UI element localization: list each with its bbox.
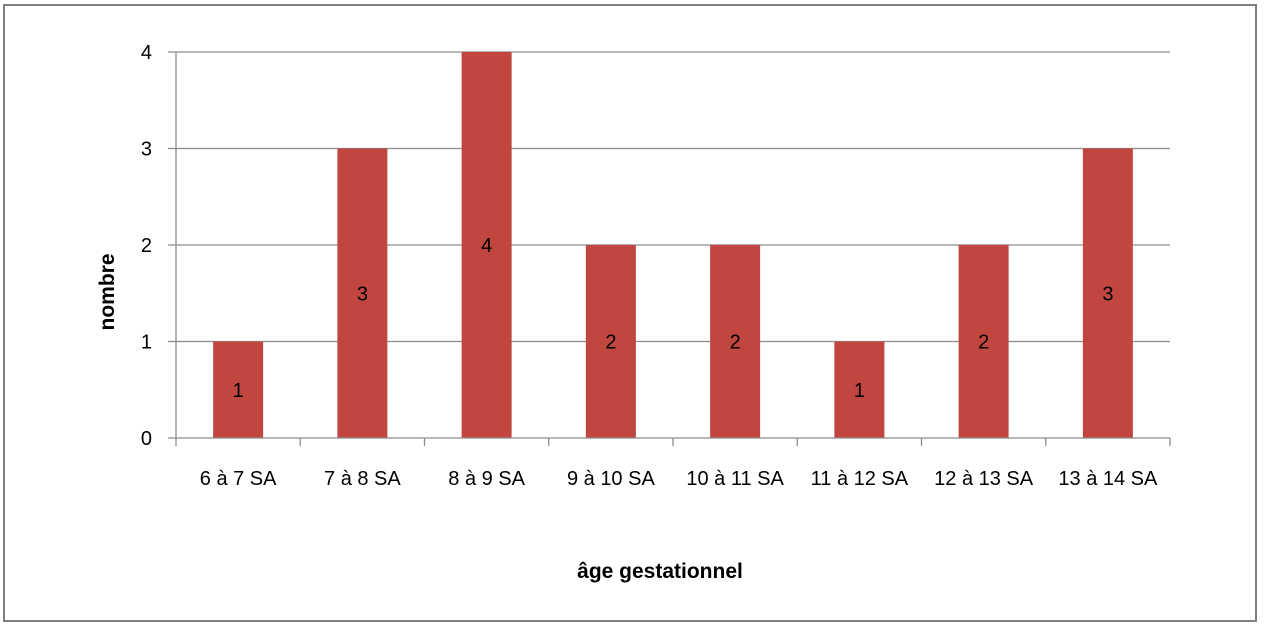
gridlines bbox=[168, 51, 1170, 343]
bar bbox=[710, 245, 761, 438]
bar bbox=[958, 245, 1009, 438]
bar bbox=[337, 148, 388, 438]
bar-data-label: 2 bbox=[978, 332, 989, 354]
axes bbox=[168, 52, 1171, 446]
y-tick-label: 3 bbox=[141, 139, 152, 161]
bar bbox=[1082, 148, 1133, 438]
data-labels: 1 3 4 2 2 1 2 3 bbox=[233, 235, 1114, 402]
bar-data-label: 1 bbox=[854, 380, 865, 402]
bar bbox=[213, 341, 264, 438]
y-tick-label: 1 bbox=[141, 332, 152, 354]
x-category-label: 13 à 14 SA bbox=[1058, 468, 1158, 490]
y-axis-title: nombre bbox=[96, 253, 119, 330]
bar bbox=[461, 52, 512, 438]
x-category-label: 10 à 11 SA bbox=[686, 468, 784, 490]
tick-labels: 0 1 2 3 4 6 à 7 SA 7 à 8 SA 8 à 9 SA 9 à 10 SA 10… bbox=[141, 42, 1158, 490]
x-category-label: 9 à 10 SA bbox=[567, 468, 656, 490]
y-tick-label: 0 bbox=[141, 428, 152, 450]
x-category-label: 8 à 9 SA bbox=[448, 468, 525, 490]
x-category-label: 6 à 7 SA bbox=[200, 468, 277, 490]
bar-data-label: 3 bbox=[357, 283, 368, 305]
bars bbox=[213, 52, 1133, 438]
bar bbox=[585, 245, 636, 438]
y-tick-label: 4 bbox=[141, 42, 152, 64]
x-category-label: 7 à 8 SA bbox=[324, 468, 401, 490]
bar-data-label: 3 bbox=[1102, 283, 1113, 305]
x-category-label: 11 à 12 SA bbox=[811, 468, 909, 490]
x-category-label: 12 à 13 SA bbox=[934, 468, 1034, 490]
bar-data-label: 2 bbox=[605, 332, 616, 354]
bar-data-label: 1 bbox=[233, 380, 244, 402]
y-tick-label: 2 bbox=[141, 235, 152, 257]
bar bbox=[834, 341, 885, 438]
bar-data-label: 2 bbox=[730, 332, 741, 354]
bar-data-label: 4 bbox=[481, 235, 492, 257]
x-axis-title: âge gestationnel bbox=[577, 560, 743, 583]
